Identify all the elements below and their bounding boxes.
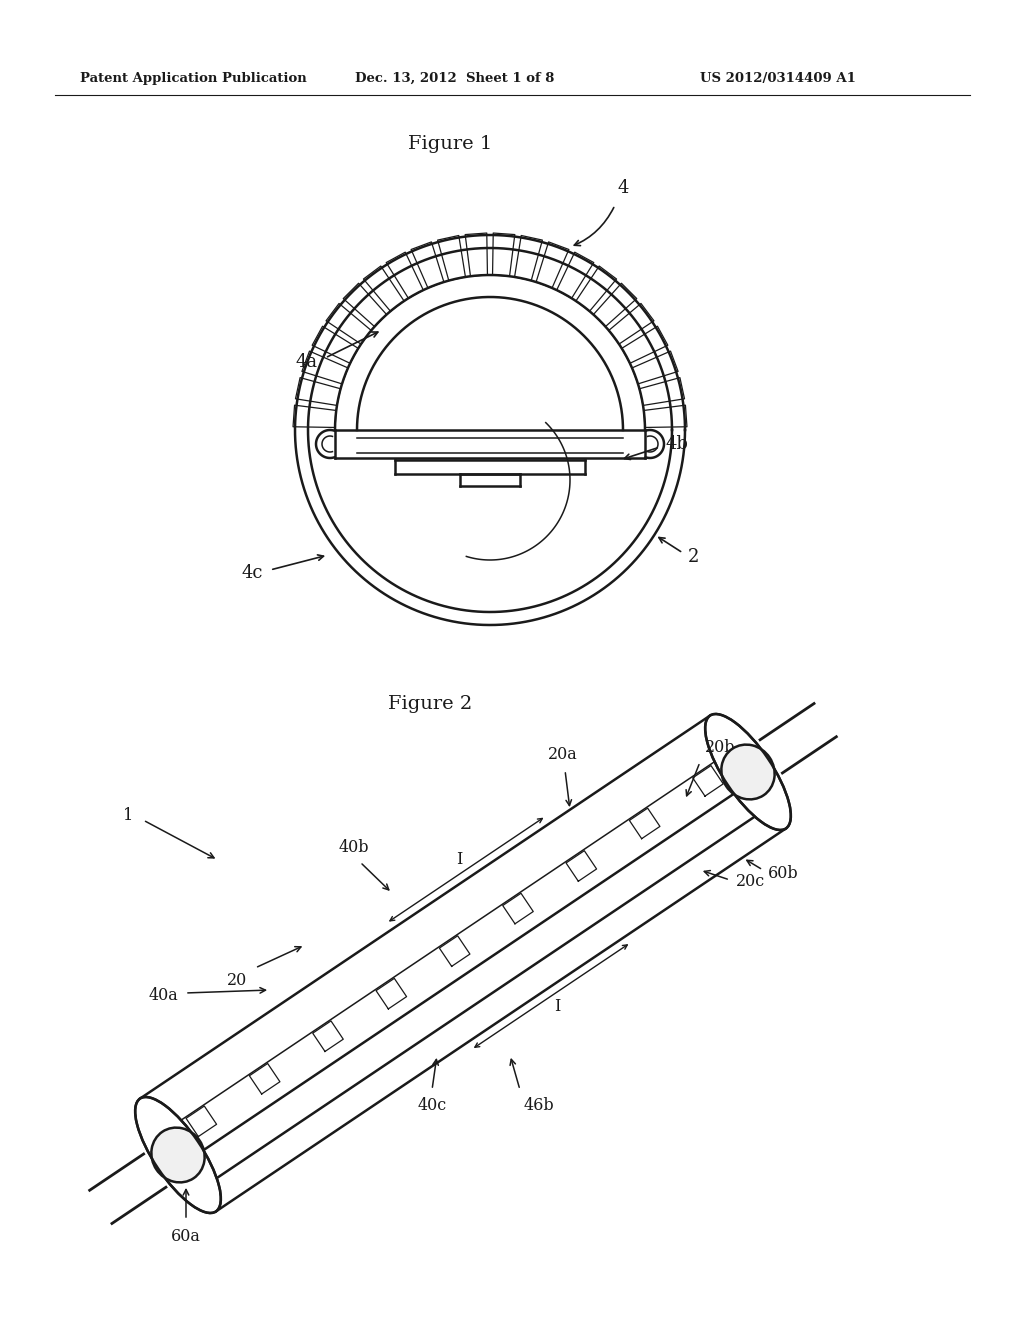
Text: I: I xyxy=(457,851,463,869)
Text: 2: 2 xyxy=(688,548,699,566)
Ellipse shape xyxy=(706,714,791,830)
Text: 40b: 40b xyxy=(339,840,370,855)
Text: Figure 1: Figure 1 xyxy=(408,135,493,153)
Text: 1: 1 xyxy=(123,807,133,824)
Text: 4c: 4c xyxy=(242,564,263,582)
Ellipse shape xyxy=(721,744,774,800)
Text: 40a: 40a xyxy=(148,986,178,1003)
Text: 20: 20 xyxy=(226,972,247,989)
Text: 60b: 60b xyxy=(768,865,799,882)
Text: 20c: 20c xyxy=(736,874,765,891)
Text: 20b: 20b xyxy=(705,739,735,756)
Text: 4: 4 xyxy=(618,180,630,197)
Text: 46b: 46b xyxy=(524,1097,555,1114)
Ellipse shape xyxy=(152,1127,205,1183)
Text: 60a: 60a xyxy=(171,1228,201,1245)
Text: Patent Application Publication: Patent Application Publication xyxy=(80,73,307,84)
Ellipse shape xyxy=(135,1097,221,1213)
Text: 40c: 40c xyxy=(418,1097,446,1114)
Text: 20a: 20a xyxy=(548,746,578,763)
Text: Dec. 13, 2012  Sheet 1 of 8: Dec. 13, 2012 Sheet 1 of 8 xyxy=(355,73,554,84)
Text: US 2012/0314409 A1: US 2012/0314409 A1 xyxy=(700,73,856,84)
Text: 4a: 4a xyxy=(296,352,318,371)
Text: I: I xyxy=(555,998,561,1015)
Text: 4b: 4b xyxy=(665,436,688,453)
Text: Figure 2: Figure 2 xyxy=(388,696,472,713)
